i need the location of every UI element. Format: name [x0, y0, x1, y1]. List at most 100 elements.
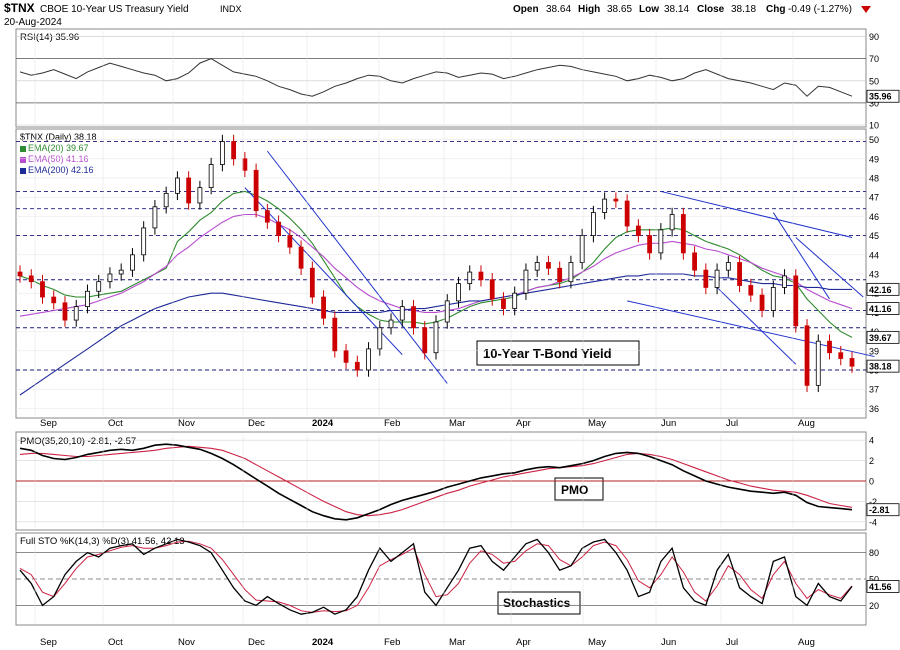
candle-body	[62, 302, 68, 321]
candle-body	[546, 262, 551, 269]
open-value: 38.64	[546, 4, 571, 15]
high-value: 38.65	[607, 4, 632, 15]
trend-line-6	[795, 237, 864, 298]
low-value: 38.14	[664, 4, 689, 15]
sto-last-label-box	[866, 580, 900, 593]
pmo-signal-line	[19, 445, 853, 517]
candle-body	[467, 271, 473, 284]
sto-annotation-frame	[497, 591, 581, 615]
candle-body	[658, 229, 664, 254]
candle-body	[579, 235, 585, 263]
price-tick-1: 37	[869, 385, 879, 395]
ema200-line	[19, 273, 852, 396]
legend-ema20: EMA(20) 39.67	[28, 143, 89, 153]
candle-body	[692, 252, 697, 271]
rsi-last-label-box	[866, 89, 900, 103]
price-tick-8: 44	[869, 250, 879, 260]
candle-body	[602, 198, 608, 213]
candle-body	[725, 262, 731, 271]
high-label: High	[578, 4, 600, 15]
candle-body	[478, 271, 484, 281]
month-label-2024-0: 2024	[312, 418, 334, 429]
sto-panel: Full STO %K(14,3) %D(3) 41.56, 42.13 Sto…	[16, 536, 900, 615]
sto-tick-0: 20	[869, 601, 879, 611]
rsi-tick-3: 70	[869, 54, 879, 64]
month-label-jun-1: Jun	[661, 637, 676, 648]
candle-body	[40, 281, 45, 298]
candle-body	[815, 340, 821, 386]
price-last-label-1: 41.16	[869, 304, 892, 314]
price-last-label-3-box	[866, 359, 900, 373]
trend-line-2	[716, 287, 797, 365]
candle-body	[242, 158, 248, 171]
month-label-apr-0: Apr	[516, 418, 531, 429]
month-label-feb-0: Feb	[384, 418, 400, 429]
sto-annotation: Stochastics	[503, 596, 571, 610]
month-label-mar-0: Mar	[449, 418, 465, 429]
price-tick-0: 36	[869, 404, 879, 414]
candle-body	[219, 141, 225, 165]
price-annotation-frame	[476, 340, 640, 366]
candle-body	[827, 340, 832, 354]
candle-body	[849, 358, 855, 367]
candle-body	[298, 246, 304, 269]
candle-body	[197, 187, 203, 204]
candle-body	[838, 352, 844, 359]
candle-body	[737, 262, 742, 286]
price-annotation-box: 10-Year T-Bond Yield	[476, 340, 640, 366]
candle-body	[399, 306, 405, 321]
candle-body	[186, 177, 192, 204]
price-panel-frame	[15, 128, 867, 419]
price-last-label-3: 38.18	[869, 362, 892, 372]
candle-body	[51, 296, 57, 304]
rsi-panel: RSI(14) 35.96 10 30 50 70 90 35.96	[16, 32, 900, 131]
legend-ema200-swatch	[20, 168, 26, 174]
month-label-jul-0: Jul	[726, 418, 738, 429]
price-last-label-2-box	[866, 330, 900, 344]
ema50-line	[19, 213, 853, 317]
price-tick-9: 45	[869, 231, 879, 241]
month-label-nov-1: Nov	[178, 637, 195, 648]
candle-body	[782, 275, 787, 288]
rsi-tick-2: 50	[869, 76, 879, 86]
rsi-title: RSI(14) 35.96	[20, 32, 79, 43]
month-label-jul-1: Jul	[726, 637, 738, 648]
trend-line-1	[244, 187, 403, 355]
month-label-aug-1: Aug	[798, 637, 815, 648]
pmo-last-label-box	[866, 503, 900, 517]
candle-body	[343, 350, 349, 363]
rsi-tick-0: 10	[869, 121, 879, 131]
month-label-2024-1: 2024	[312, 637, 334, 648]
candle-body	[264, 210, 270, 223]
candle-body	[28, 275, 34, 283]
month-label-dec-0: Dec	[248, 418, 265, 429]
trend-line-0	[266, 150, 448, 384]
candle-body	[17, 271, 23, 277]
candle-body	[253, 169, 259, 212]
month-label-oct-1: Oct	[108, 637, 123, 648]
pmo-tick-2: 0	[869, 477, 874, 487]
chart-date: 20-Aug-2024	[4, 17, 62, 28]
sto-last-label: 41.56	[869, 582, 892, 592]
pmo-tick-3: 2	[869, 456, 874, 466]
close-label: Close	[697, 4, 725, 15]
candle-body	[96, 281, 102, 292]
candle-body	[624, 200, 630, 227]
pmo-annotation: PMO	[561, 483, 588, 497]
price-tick-10: 46	[869, 212, 879, 222]
candle-body	[231, 141, 237, 160]
price-last-label-0-box	[866, 282, 900, 296]
pmo-annotation-box: PMO	[554, 477, 604, 501]
candle-body	[770, 287, 776, 311]
sto-k-line	[19, 538, 853, 615]
candle-body	[354, 361, 360, 371]
month-label-may-1: May	[588, 637, 606, 648]
month-label-aug-0: Aug	[798, 418, 815, 429]
candle-body	[141, 227, 147, 256]
candle-body	[647, 235, 653, 254]
low-label: Low	[639, 4, 659, 15]
candle-body	[208, 164, 214, 188]
month-label-nov-0: Nov	[178, 418, 195, 429]
